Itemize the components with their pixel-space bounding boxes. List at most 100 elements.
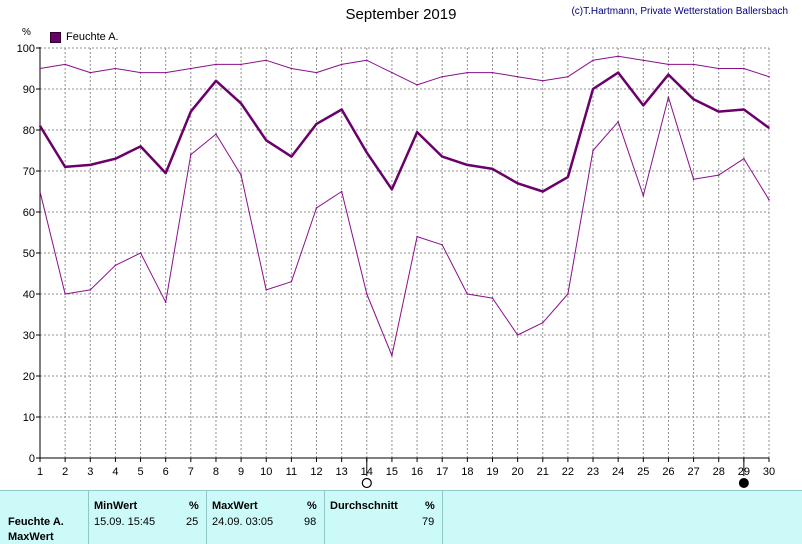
chart-title: September 2019 [345,6,457,23]
data-point-max [340,63,343,66]
data-point-avg [340,108,343,111]
data-point-max [516,75,519,78]
x-tick-label: 7 [188,466,194,478]
data-point-max [190,67,192,70]
data-point-avg [365,151,368,154]
data-point-avg [541,190,544,193]
y-tick-label: 60 [23,207,35,219]
data-point-max [416,84,418,86]
data-point-min [768,198,770,201]
data-point-max [667,63,670,66]
data-point-max [717,67,720,70]
x-tick-label: 23 [587,466,599,478]
avg-value: 79 [422,516,435,528]
data-point-avg [768,127,770,129]
x-tick-label: 16 [411,466,423,478]
data-point-min [416,235,418,238]
legend: Feuchte A. [50,31,119,43]
data-point-avg [441,155,444,158]
x-tick-label: 6 [163,466,169,478]
legend-swatch [50,31,61,43]
min-time: 15.09. 15:45 [94,516,156,528]
data-point-max [114,67,117,70]
max-header: MaxWert [212,500,258,512]
data-point-max [491,71,494,74]
x-tick-label: 13 [336,466,348,478]
data-point-avg [491,168,494,170]
data-point-max [567,75,569,78]
data-point-max [541,80,544,82]
stats-divider [206,491,207,544]
data-point-max [164,71,167,74]
data-point-min [39,190,41,193]
data-point-max [391,71,393,74]
data-point-max [315,71,318,74]
data-point-avg [667,73,670,76]
data-point-avg [567,176,569,178]
data-point-avg [190,110,192,113]
x-tick-label: 26 [662,466,674,478]
data-point-max [441,75,444,78]
y-tick-label: 10 [23,412,35,424]
data-point-min [64,293,66,295]
min-unit: % [189,500,199,512]
series-line-max [39,55,770,86]
data-point-avg [89,164,92,166]
data-point-avg [391,188,393,191]
data-point-max [265,59,268,62]
data-point-max [768,75,770,78]
data-point-min [516,334,519,336]
data-point-min [391,354,393,357]
min-header: MinWert [94,500,138,512]
data-point-max [743,67,745,70]
data-point-avg [240,102,242,105]
data-point-min [441,244,444,246]
max-time: 24.09. 03:05 [212,516,274,528]
max-value: 98 [304,516,317,528]
data-point-max [365,59,368,62]
data-point-max [290,67,293,70]
avg-header: Durchschnitt [330,500,398,512]
data-point-avg [315,123,318,125]
data-point-min [567,293,569,295]
data-point-min [692,178,695,180]
data-point-min [164,301,167,304]
data-point-max [139,71,142,74]
min-value: 25 [186,516,199,528]
full-moon-marker [361,477,372,489]
y-tick-label: 50 [23,248,35,260]
x-tick-label: 18 [461,466,473,478]
data-point-avg [717,110,720,113]
data-point-min [315,207,318,209]
y-axis-unit: % [22,27,31,38]
data-point-max [617,55,619,57]
x-tick-label: 1 [37,466,43,478]
credit-text: (c)T.Hartmann, Private Wetterstation Bal… [571,6,788,17]
x-tick-label: 15 [386,466,398,478]
y-tick-label: 40 [23,289,35,301]
x-tick-label: 22 [562,466,574,478]
data-point-max [642,59,645,62]
y-tick-label: 30 [23,330,35,342]
data-point-avg [617,71,619,74]
new-moon-marker [738,478,749,488]
x-tick-label: 30 [763,466,775,478]
data-point-avg [743,108,745,111]
data-point-min [240,174,242,176]
data-point-avg [39,125,41,127]
data-point-avg [416,131,418,133]
x-tick-label: 9 [238,466,244,478]
max-unit: % [307,500,317,512]
y-tick-label: 100 [17,43,35,55]
data-point-avg [642,104,645,107]
data-point-max [466,71,469,74]
data-point-avg [64,166,66,168]
x-tick-label: 12 [310,466,322,478]
x-tick-label: 5 [137,466,143,478]
y-tick-label: 0 [29,453,35,465]
data-point-min [190,153,192,156]
data-point-min [743,157,745,160]
data-point-min [466,293,469,295]
legend-label: Feuchte A. [66,31,119,43]
